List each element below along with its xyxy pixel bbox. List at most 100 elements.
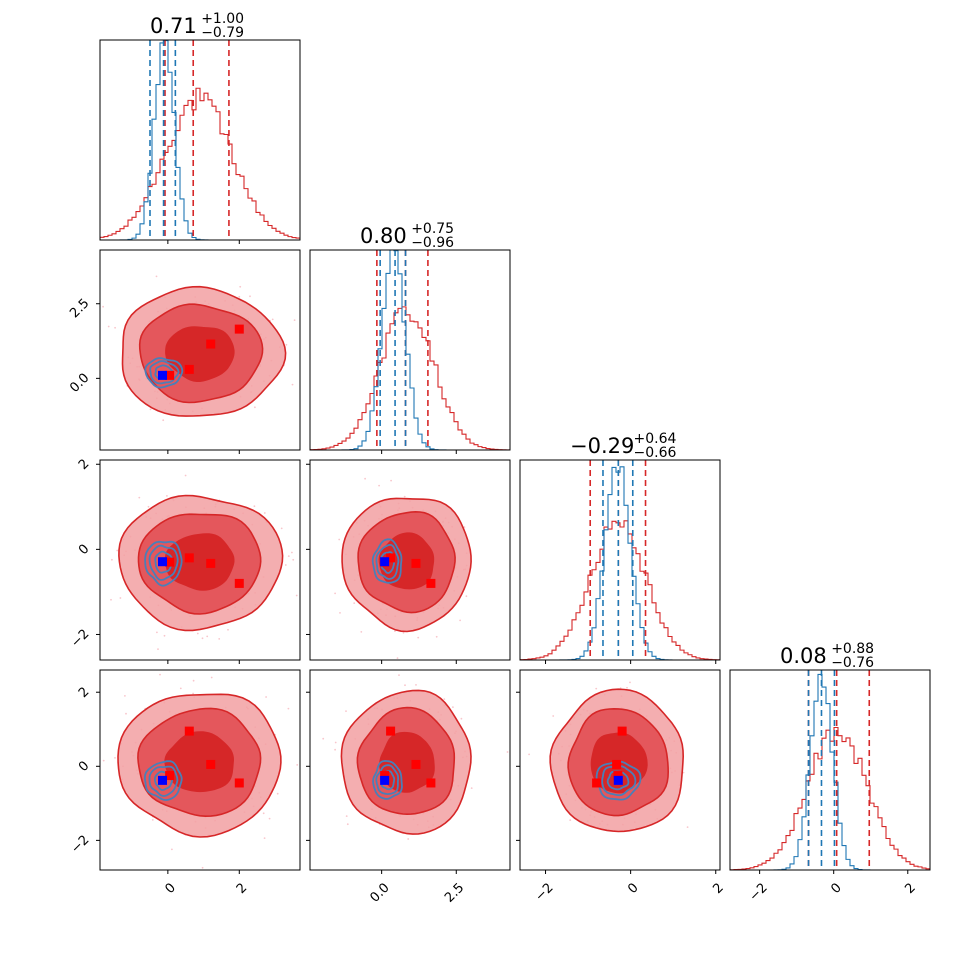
scatter-dot xyxy=(407,838,410,840)
scatter-dot xyxy=(334,592,336,595)
scatter-dot xyxy=(253,505,256,508)
y-tick-label-3-3: 2 xyxy=(76,456,92,472)
scatter-dot xyxy=(110,598,112,601)
red-marker-4-2-3 xyxy=(411,759,421,769)
red-marker-3-2-3 xyxy=(411,558,421,568)
scatter-panel-4-2 xyxy=(309,669,511,871)
scatter-dot xyxy=(116,549,119,552)
y-tick-label-4-3: 2 xyxy=(76,684,92,700)
scatter-dot xyxy=(138,496,141,499)
scatter-dot xyxy=(528,753,530,756)
scatter-dot xyxy=(218,638,221,640)
blue-contour-4-3-2 xyxy=(601,765,637,797)
scatter-dot xyxy=(287,555,290,557)
blue-contour-3-2-2 xyxy=(375,544,400,580)
panel-frame-2-2 xyxy=(309,249,511,451)
scatter-dot xyxy=(265,696,267,698)
scatter-dot xyxy=(404,684,406,687)
scatter-dot xyxy=(206,635,209,638)
histogram-panel-1: 0.71 +1.00−0.79 xyxy=(99,11,301,241)
scatter-dot xyxy=(552,715,555,717)
red-histogram-1 xyxy=(100,87,300,240)
scatter-dot xyxy=(346,823,349,826)
scatter-dot xyxy=(157,648,159,650)
x-tick-label-1-1: 0 xyxy=(162,880,178,896)
histogram-panel-2: 0.80 +0.75−0.96 xyxy=(309,221,511,451)
blue-marker-4-1 xyxy=(158,775,167,785)
title-value-1: 0.71 xyxy=(150,14,197,38)
scatter-dot xyxy=(171,848,173,851)
y-tick-label-2-1: 0.0 xyxy=(67,371,92,396)
scatter-panel-4-3 xyxy=(519,669,721,871)
x-tick-label-2-1: 0.0 xyxy=(367,880,392,905)
x-tick-label-3-1: −2 xyxy=(532,880,556,904)
scatter-dot xyxy=(390,479,392,482)
red-marker-3-1-1 xyxy=(165,557,175,567)
red-marker-3-2-4 xyxy=(426,578,436,588)
red-marker-4-3-2 xyxy=(617,726,627,736)
scatter-panel-3-2 xyxy=(309,459,511,661)
y-tick-label-4-1: −2 xyxy=(68,833,92,857)
scatter-dot xyxy=(334,741,337,744)
scatter-dot xyxy=(147,505,150,508)
red-marker-4-1-2 xyxy=(184,726,194,736)
blue-histogram-2 xyxy=(310,250,510,450)
blue-contour-4-1-3 xyxy=(144,760,183,801)
scatter-dot xyxy=(83,356,85,358)
red-marker-2-1-1 xyxy=(165,370,175,380)
scatter-dot xyxy=(238,295,241,298)
scatter-dot xyxy=(394,630,396,632)
red-marker-4-1-3 xyxy=(206,759,216,769)
scatter-dot xyxy=(201,866,204,869)
scatter-dot xyxy=(322,737,325,740)
blue-contour-2-1-3 xyxy=(144,357,184,389)
x-tick-label-3-2: 0 xyxy=(625,880,641,896)
scatter-dot xyxy=(293,319,296,321)
y-tick-label-4-2: 0 xyxy=(76,759,92,775)
scatter-dot xyxy=(285,343,288,346)
scatter-dot xyxy=(111,558,113,561)
scatter-dot xyxy=(292,558,295,561)
scatter-dot xyxy=(280,527,283,530)
scatter-dot xyxy=(163,634,166,637)
panel-frame-4-1 xyxy=(99,669,301,871)
scatter-dot xyxy=(435,635,438,638)
scatter-dot xyxy=(595,687,598,690)
scatter-dot xyxy=(443,698,446,700)
red-marker-3-1-4 xyxy=(234,578,244,588)
scatter-dot xyxy=(102,759,105,762)
histogram-panel-4: 0.08 +0.88−0.76 xyxy=(729,641,931,871)
scatter-dot xyxy=(287,707,290,710)
scatter-dot xyxy=(506,751,509,753)
blue-marker-2-1 xyxy=(158,370,167,380)
red-histogram-3 xyxy=(520,520,720,660)
red-marker-4-3-1 xyxy=(613,771,623,781)
scatter-dot xyxy=(353,602,356,604)
panel-frame-3-1 xyxy=(99,459,301,661)
scatter-dot xyxy=(227,628,229,631)
scatter-dot xyxy=(124,695,126,697)
blue-contour-3-2-3 xyxy=(371,538,403,584)
title-lower-4: −0.76 xyxy=(831,655,874,671)
scatter-dot xyxy=(470,787,473,789)
blue-contour-4-1-2 xyxy=(148,765,179,797)
x-tick-label-4-2: 0 xyxy=(828,880,844,896)
scatter-dot xyxy=(398,674,400,676)
scatter-dot xyxy=(102,305,104,308)
scatter-dot xyxy=(271,318,274,321)
red-marker-4-2-4 xyxy=(426,778,436,788)
x-tick-label-4-1: −2 xyxy=(747,880,771,904)
scatter-dot xyxy=(360,631,363,633)
scatter-dot xyxy=(276,792,279,795)
scatter-dot xyxy=(686,826,689,828)
scatter-dot xyxy=(156,631,158,634)
scatter-dot xyxy=(415,684,417,686)
scatter-dot xyxy=(459,619,461,622)
title-lower-1: −0.79 xyxy=(201,25,244,41)
scatter-dot xyxy=(162,419,165,422)
red-contour-2-1-3 xyxy=(165,326,235,382)
scatter-dot xyxy=(396,657,399,659)
scatter-dot xyxy=(155,275,158,278)
